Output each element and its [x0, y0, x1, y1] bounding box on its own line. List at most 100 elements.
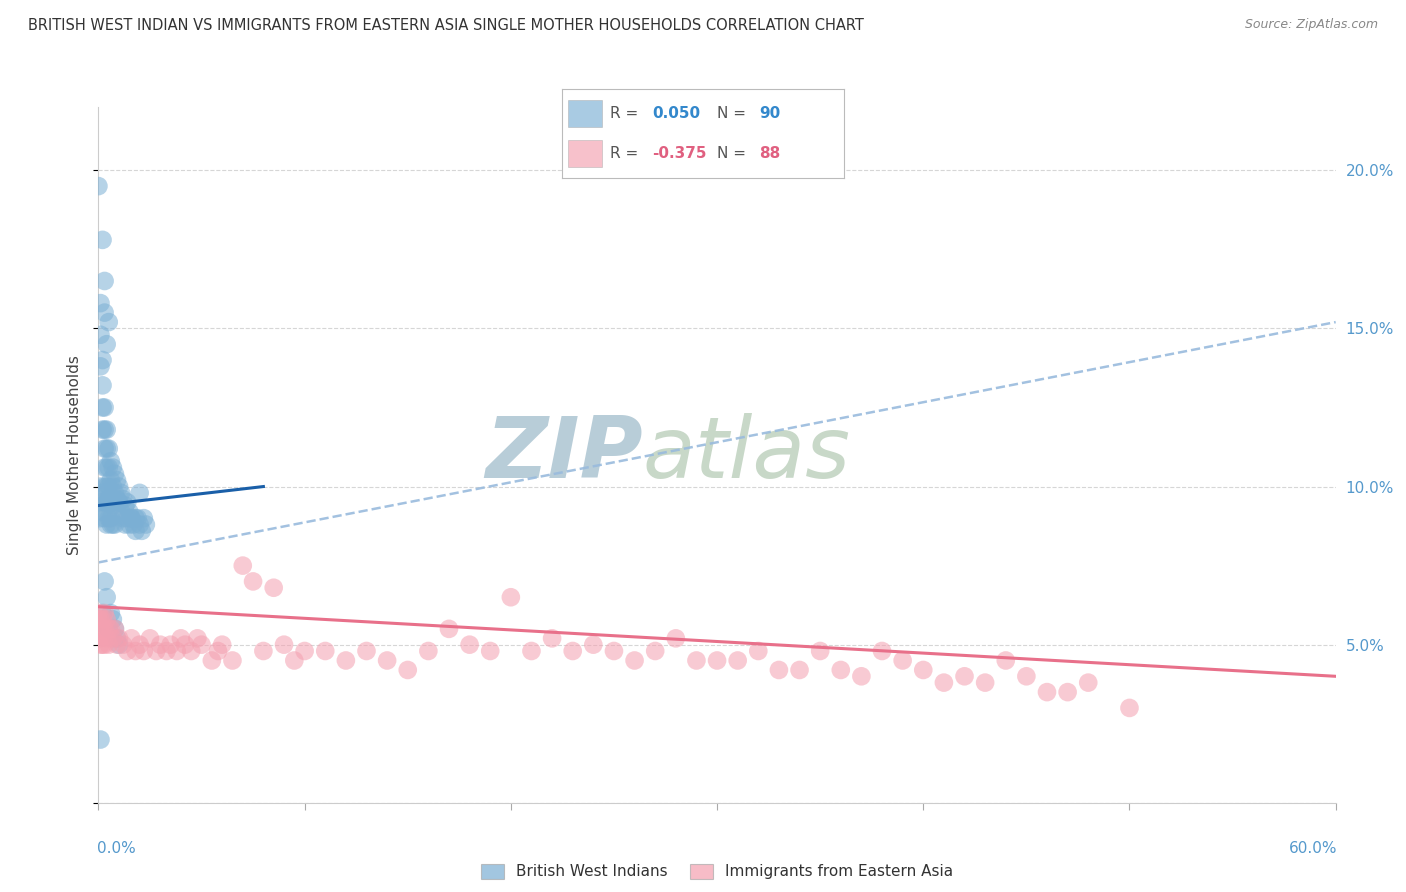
Point — [91, 612, 114, 626]
Point — [127, 511, 149, 525]
Point — [851, 669, 873, 683]
Point — [747, 644, 769, 658]
Point — [120, 511, 142, 525]
Point — [105, 505, 128, 519]
Point — [100, 622, 122, 636]
Point — [117, 511, 139, 525]
Point — [221, 653, 243, 667]
Point — [91, 353, 114, 368]
Point — [132, 644, 155, 658]
Point — [104, 467, 127, 481]
Point — [96, 479, 118, 493]
Text: 0.050: 0.050 — [652, 106, 700, 121]
Point — [101, 632, 124, 646]
Text: R =: R = — [610, 146, 644, 161]
Point — [623, 653, 645, 667]
Point — [101, 479, 124, 493]
Point — [294, 644, 316, 658]
Point — [1077, 675, 1099, 690]
Point — [118, 517, 141, 532]
Point — [335, 653, 357, 667]
Point — [128, 486, 150, 500]
Point — [91, 505, 114, 519]
Point — [96, 423, 118, 437]
Point — [96, 632, 118, 646]
Point — [93, 511, 115, 525]
Point — [356, 644, 378, 658]
Point — [91, 378, 114, 392]
Point — [108, 632, 131, 646]
Point — [830, 663, 852, 677]
Point — [93, 460, 115, 475]
Point — [101, 612, 124, 626]
Point — [89, 732, 111, 747]
Point — [139, 632, 162, 646]
Point — [932, 675, 955, 690]
Point — [93, 638, 115, 652]
Point — [437, 622, 460, 636]
Point — [101, 495, 124, 509]
Point — [186, 632, 208, 646]
Point — [145, 644, 167, 658]
Text: 88: 88 — [759, 146, 780, 161]
Point — [91, 423, 114, 437]
Point — [97, 442, 120, 456]
Text: 60.0%: 60.0% — [1288, 841, 1337, 856]
Point — [91, 606, 114, 620]
Point — [912, 663, 935, 677]
Point — [1015, 669, 1038, 683]
Point — [120, 632, 142, 646]
Point — [1036, 685, 1059, 699]
Point — [974, 675, 997, 690]
Point — [97, 315, 120, 329]
Point — [104, 517, 127, 532]
Point — [207, 644, 229, 658]
Text: BRITISH WEST INDIAN VS IMMIGRANTS FROM EASTERN ASIA SINGLE MOTHER HOUSEHOLDS COR: BRITISH WEST INDIAN VS IMMIGRANTS FROM E… — [28, 18, 865, 33]
Point — [96, 612, 118, 626]
Point — [479, 644, 502, 658]
Point — [1056, 685, 1078, 699]
Point — [891, 653, 914, 667]
Text: -0.375: -0.375 — [652, 146, 707, 161]
Point — [108, 479, 131, 493]
Point — [105, 638, 128, 652]
Point — [727, 653, 749, 667]
Point — [118, 505, 141, 519]
Point — [93, 423, 115, 437]
Point — [808, 644, 831, 658]
Point — [211, 638, 233, 652]
Point — [97, 495, 120, 509]
Point — [101, 460, 124, 475]
Point — [418, 644, 440, 658]
Point — [994, 653, 1017, 667]
Bar — [568, 100, 602, 127]
Point — [100, 517, 122, 532]
Point — [396, 663, 419, 677]
Point — [100, 492, 122, 507]
Point — [89, 612, 111, 626]
Point — [87, 179, 110, 194]
Point — [1118, 701, 1140, 715]
Point — [96, 591, 118, 605]
Point — [100, 511, 122, 525]
Point — [870, 644, 893, 658]
Point — [104, 486, 127, 500]
Point — [104, 622, 127, 636]
Point — [89, 511, 111, 525]
Point — [97, 622, 120, 636]
Point — [458, 638, 481, 652]
Point — [93, 442, 115, 456]
Point — [105, 632, 128, 646]
Point — [93, 495, 115, 509]
Point — [91, 233, 114, 247]
Point — [93, 622, 115, 636]
Point — [91, 622, 114, 636]
Point — [93, 274, 115, 288]
Point — [114, 517, 136, 532]
Point — [263, 581, 285, 595]
Text: Source: ZipAtlas.com: Source: ZipAtlas.com — [1244, 18, 1378, 31]
Point — [112, 492, 135, 507]
Point — [520, 644, 543, 658]
Point — [93, 574, 115, 589]
Text: 0.0%: 0.0% — [97, 841, 136, 856]
